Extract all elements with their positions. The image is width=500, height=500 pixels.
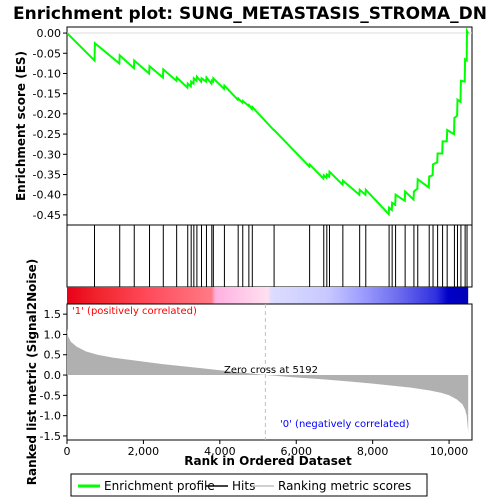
hits-marks	[94, 225, 468, 287]
es-y-tick-label: -0.40	[33, 189, 61, 202]
es-y-tick-label: -0.15	[33, 88, 61, 101]
es-y-axis: 0.00 -0.05 -0.10 -0.15 -0.20 -0.25 -0.30 -0.35 -…	[33, 27, 67, 222]
x-tick-label: 0	[64, 445, 71, 458]
es-y-tick-label: -0.20	[33, 108, 61, 121]
metric-y-axis: 1.5 1.0 0.5 0.0 -0.5 -1.0 -1.5	[40, 308, 67, 443]
x-tick-label: 2,000	[128, 445, 160, 458]
es-y-tick-label: -0.25	[33, 128, 61, 141]
x-axis: 0 2,000 4,000 6,000 8,000 10,000	[64, 440, 469, 458]
neg-correlation-label: '0' (negatively correlated)	[280, 419, 409, 430]
es-y-tick-label: -0.10	[33, 67, 61, 80]
metric-y-tick-label: -0.5	[40, 389, 61, 402]
metric-y-tick-label: -1.0	[40, 410, 61, 423]
es-y-tick-label: 0.00	[37, 27, 62, 40]
es-y-axis-label: Enrichment score (ES)	[14, 51, 28, 201]
pos-correlation-label: '1' (positively correlated)	[72, 306, 197, 317]
es-y-tick-label: -0.05	[33, 47, 61, 60]
enrichment-profile-line	[67, 27, 470, 217]
ranking-metric-area	[67, 328, 469, 432]
x-tick-label: 4,000	[204, 445, 236, 458]
es-y-tick-label: -0.45	[33, 209, 61, 222]
es-y-tick-label: -0.30	[33, 148, 61, 161]
metric-y-tick-label: 0.0	[44, 369, 62, 382]
x-tick-label: 6,000	[280, 445, 312, 458]
chart-title: Enrichment plot: SUNG_METASTASIS_STROMA_…	[13, 4, 487, 24]
x-axis-label: Rank in Ordered Dataset	[184, 454, 352, 468]
metric-y-tick-label: 0.5	[44, 349, 62, 362]
x-tick-label: 8,000	[357, 445, 389, 458]
hits-panel	[66, 224, 473, 288]
legend-label: Ranking metric scores	[278, 479, 411, 493]
zero-cross-label: Zero cross at 5192	[224, 365, 318, 376]
legend: Enrichment profile Hits Ranking metric sco…	[78, 479, 411, 493]
es-y-tick-label: -0.35	[33, 168, 61, 181]
ranking-colorbar	[67, 287, 469, 304]
legend-box	[70, 473, 428, 497]
metric-y-tick-label: -1.5	[40, 430, 61, 443]
metric-y-tick-label: 1.5	[44, 308, 62, 321]
legend-label: Hits	[232, 479, 255, 493]
legend-label: Enrichment profile	[104, 479, 215, 493]
metric-y-axis-label: Ranked list metric (Signal2Noise)	[25, 259, 39, 486]
x-tick-label: 10,000	[430, 445, 469, 458]
metric-y-tick-label: 1.0	[44, 328, 62, 341]
